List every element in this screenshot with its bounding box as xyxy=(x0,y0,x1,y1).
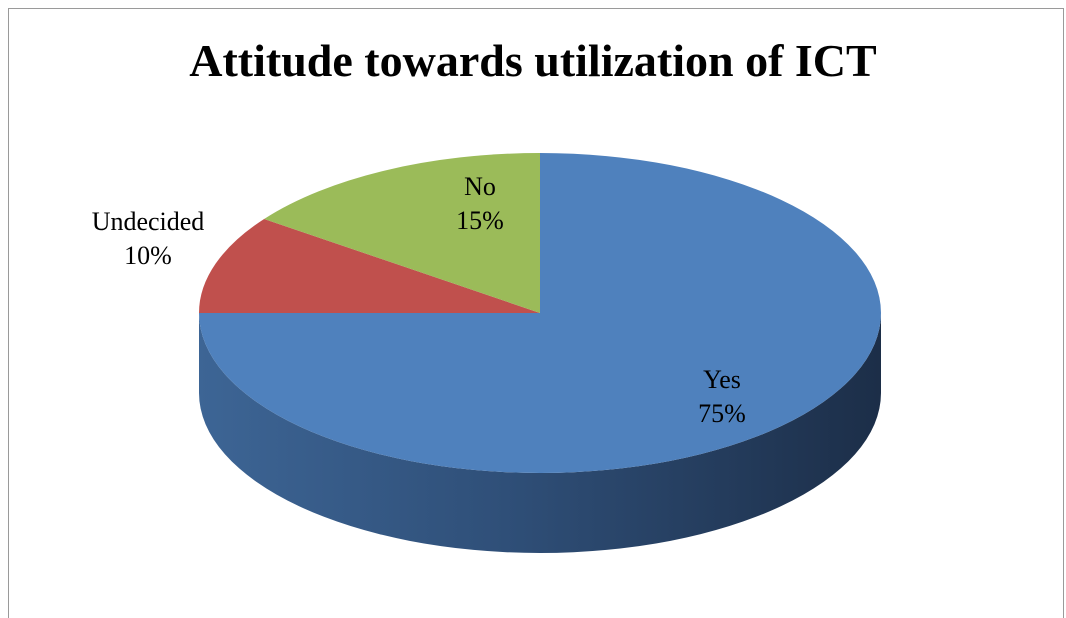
pie-side-wall xyxy=(199,313,881,553)
pie-slice-no xyxy=(264,153,540,313)
slice-label-yes: Yes xyxy=(703,365,741,394)
chart-frame xyxy=(8,8,1064,618)
slice-percent-undecided: 10% xyxy=(124,241,172,270)
pie-slice-undecided xyxy=(199,218,540,313)
slice-percent-no: 15% xyxy=(456,206,504,235)
slice-percent-yes: 75% xyxy=(698,399,746,428)
chart-title: Attitude towards utilization of ICT xyxy=(189,35,877,86)
slice-label-no: No xyxy=(464,172,496,201)
slice-label-undecided: Undecided xyxy=(92,207,205,236)
